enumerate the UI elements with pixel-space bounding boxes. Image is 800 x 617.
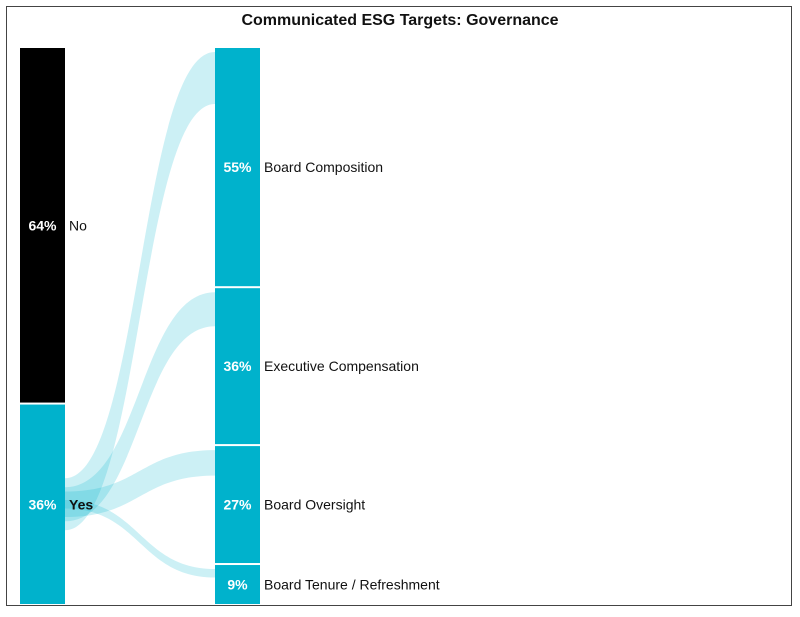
node-pct-executive-compensation: 36% [223, 358, 252, 374]
node-bar-board-tenure-refreshment [215, 565, 260, 604]
node-label-yes: Yes [69, 496, 93, 512]
node-label-board-oversight: Board Oversight [264, 497, 365, 513]
label-layer: 64% No 36% Yes 55% Board Composition 36% Execut… [28, 159, 439, 592]
node-label-no: No [69, 217, 87, 233]
flow-layer [65, 52, 215, 578]
node-label-executive-compensation: Executive Compensation [264, 358, 419, 374]
flow-executive-compensation [65, 292, 215, 522]
chart-frame [6, 6, 792, 606]
chart-title: Communicated ESG Targets: Governance [241, 12, 559, 29]
node-pct-yes: 36% [28, 496, 57, 512]
flow-board-tenure-refreshment [65, 500, 215, 578]
node-pct-board-composition: 55% [223, 159, 252, 175]
node-bar-board-oversight [215, 446, 260, 564]
node-bar-no [20, 48, 65, 403]
node-layer [20, 48, 260, 604]
node-label-board-composition: Board Composition [264, 159, 383, 175]
node-pct-board-oversight: 27% [223, 497, 252, 513]
node-label-board-tenure-refreshment: Board Tenure / Refreshment [264, 577, 440, 593]
node-bar-board-composition [215, 48, 260, 287]
node-bar-executive-compensation [215, 288, 260, 445]
node-pct-no: 64% [28, 217, 57, 233]
flow-board-oversight [65, 450, 215, 518]
node-pct-board-tenure-refreshment: 9% [227, 577, 248, 593]
node-bar-yes [20, 404, 65, 604]
flow-board-composition [65, 52, 215, 531]
